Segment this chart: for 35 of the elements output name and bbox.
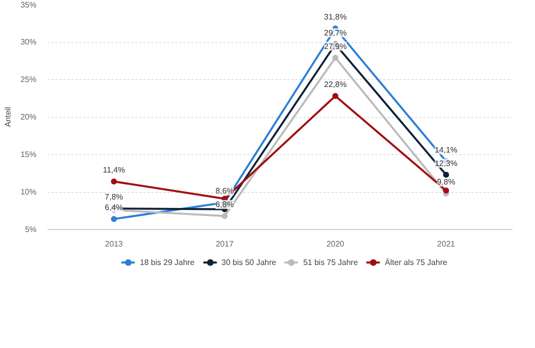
data-label: 29,7% bbox=[324, 28, 347, 38]
point bbox=[110, 216, 117, 222]
data-label: 22,8% bbox=[324, 80, 347, 89]
data-label: 27,9% bbox=[324, 42, 347, 51]
legend-label: 51 bis 75 Jahre bbox=[303, 258, 358, 266]
point bbox=[443, 172, 450, 178]
y-axis-title: Anteil bbox=[3, 106, 12, 128]
y-tick-label: 30% bbox=[20, 38, 37, 46]
y-tick-label: 5% bbox=[24, 225, 36, 234]
legend-label: 30 bis 50 Jahre bbox=[222, 258, 276, 266]
data-label: 8,6% bbox=[216, 186, 234, 196]
x-tick-label: 2020 bbox=[326, 240, 345, 248]
point bbox=[110, 178, 117, 184]
y-tick-label: 20% bbox=[20, 112, 37, 122]
data-label: 14,1% bbox=[434, 145, 458, 154]
point bbox=[443, 188, 450, 194]
y-tick-label: 35% bbox=[20, 0, 37, 10]
point bbox=[222, 213, 228, 219]
data-label: 6,4% bbox=[104, 203, 124, 212]
x-tick-label: 2013 bbox=[105, 240, 124, 248]
y-tick-label: 25% bbox=[20, 75, 37, 84]
data-label: 12,3% bbox=[434, 158, 458, 168]
data-label: 7,8% bbox=[104, 192, 124, 202]
y-tick-label: 10% bbox=[20, 188, 37, 196]
legend-label: Älter als 75 Jahre bbox=[384, 258, 448, 266]
x-tick-label: 2021 bbox=[437, 240, 456, 248]
data-label: 6,8% bbox=[216, 200, 234, 209]
data-label: 9,8% bbox=[436, 178, 456, 186]
x-tick-label: 2017 bbox=[216, 240, 234, 248]
y-tick-label: 15% bbox=[20, 150, 37, 159]
data-label: 11,4% bbox=[102, 166, 125, 174]
legend-label: 18 bis 29 Jahre bbox=[140, 258, 195, 266]
point bbox=[332, 93, 338, 99]
point bbox=[332, 54, 338, 61]
data-label: 31,8% bbox=[324, 12, 347, 22]
